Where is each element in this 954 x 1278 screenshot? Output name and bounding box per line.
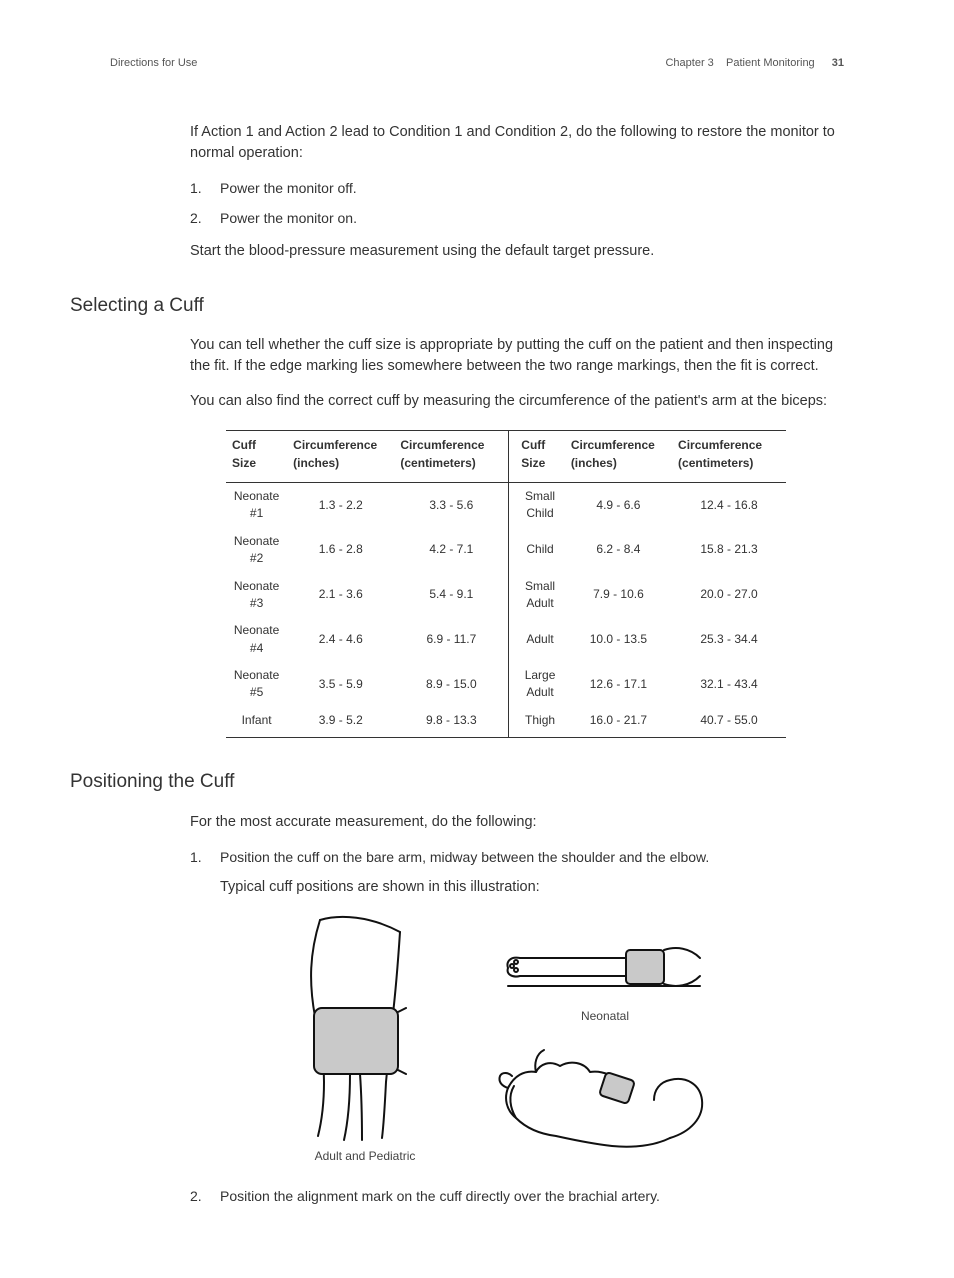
table-cell: 12.6 - 17.1 [565, 662, 672, 707]
table-cell: 5.4 - 9.1 [394, 573, 508, 618]
table-header-row: Cuff Size Circumference (inches) Circumf… [226, 431, 786, 483]
step-text: Power the monitor off. [220, 180, 357, 196]
positioning-p1: For the most accurate measurement, do th… [190, 812, 854, 833]
intro-paragraph: If Action 1 and Action 2 lead to Conditi… [190, 122, 854, 164]
adult-arm-icon [280, 912, 450, 1142]
caption-neonatal: Neonatal [581, 1008, 629, 1025]
table-cell: Small Adult [509, 573, 565, 618]
page-number: 31 [832, 57, 844, 69]
table-cell: Neonate #3 [226, 573, 287, 618]
table-cell: 16.0 - 21.7 [565, 707, 672, 738]
table-cell: 9.8 - 13.3 [394, 707, 508, 738]
table-cell: Child [509, 528, 565, 573]
chapter-label: Chapter 3 [665, 57, 713, 69]
positioning-heading: Positioning the Cuff [70, 768, 884, 796]
illus-neonatal-col: Neonatal [490, 912, 720, 1165]
table-cell: 4.2 - 7.1 [394, 528, 508, 573]
table-row: Neonate #11.3 - 2.23.3 - 5.6Small Child4… [226, 482, 786, 527]
table-cell: 4.9 - 6.6 [565, 482, 672, 527]
cuff-table-wrap: Cuff Size Circumference (inches) Circumf… [226, 430, 854, 738]
positioning-step-1: 1. Position the cuff on the bare arm, mi… [190, 847, 854, 1166]
page-header: Directions for Use Chapter 3 Patient Mon… [70, 56, 884, 72]
step-text: Power the monitor on. [220, 210, 357, 226]
table-cell: Small Child [509, 482, 565, 527]
th-cuff-size-2: Cuff Size [509, 431, 565, 483]
intro-closing: Start the blood-pressure measurement usi… [190, 241, 854, 262]
table-row: Neonate #32.1 - 3.65.4 - 9.1Small Adult7… [226, 573, 786, 618]
selecting-p2: You can also find the correct cuff by me… [190, 391, 854, 412]
step-number: 2. [190, 208, 202, 228]
neonatal-arm-icon [500, 912, 710, 1002]
step-number: 1. [190, 847, 202, 867]
table-cell: 3.3 - 5.6 [394, 482, 508, 527]
positioning-steps: 1. Position the cuff on the bare arm, mi… [190, 847, 854, 1206]
positioning-step-2: 2. Position the alignment mark on the cu… [190, 1186, 854, 1206]
table-cell: 8.9 - 15.0 [394, 662, 508, 707]
table-cell: 10.0 - 13.5 [565, 617, 672, 662]
header-right: Chapter 3 Patient Monitoring 31 [665, 56, 844, 72]
caption-adult: Adult and Pediatric [315, 1148, 416, 1165]
table-cell: 15.8 - 21.3 [672, 528, 786, 573]
step-text: Position the cuff on the bare arm, midwa… [220, 849, 709, 865]
chapter-title: Patient Monitoring [726, 57, 815, 69]
th-circ-in-1: Circumference (inches) [287, 431, 394, 483]
table-cell: 25.3 - 34.4 [672, 617, 786, 662]
table-cell: 1.3 - 2.2 [287, 482, 394, 527]
table-cell: 3.5 - 5.9 [287, 662, 394, 707]
table-cell: 7.9 - 10.6 [565, 573, 672, 618]
table-cell: 2.1 - 3.6 [287, 573, 394, 618]
table-row: Neonate #53.5 - 5.98.9 - 15.0Large Adult… [226, 662, 786, 707]
th-circ-in-2: Circumference (inches) [565, 431, 672, 483]
step-text: Position the alignment mark on the cuff … [220, 1188, 660, 1204]
table-cell: Neonate #2 [226, 528, 287, 573]
cuff-illustrations: Adult and Pediatric [280, 912, 854, 1165]
table-cell: 6.2 - 8.4 [565, 528, 672, 573]
cuff-table-body: Neonate #11.3 - 2.23.3 - 5.6Small Child4… [226, 482, 786, 737]
header-left: Directions for Use [110, 56, 197, 72]
neonatal-lying-icon [490, 1036, 720, 1166]
selecting-heading: Selecting a Cuff [70, 292, 884, 320]
step-number: 2. [190, 1186, 202, 1206]
intro-steps: 1. Power the monitor off. 2. Power the m… [190, 178, 854, 229]
table-cell: Large Adult [509, 662, 565, 707]
table-cell: 1.6 - 2.8 [287, 528, 394, 573]
cuff-table: Cuff Size Circumference (inches) Circumf… [226, 430, 786, 738]
table-cell: Adult [509, 617, 565, 662]
table-cell: Neonate #4 [226, 617, 287, 662]
illus-adult: Adult and Pediatric [280, 912, 450, 1165]
intro-step-1: 1. Power the monitor off. [190, 178, 854, 198]
table-cell: 40.7 - 55.0 [672, 707, 786, 738]
th-cuff-size-1: Cuff Size [226, 431, 287, 483]
table-cell: 12.4 - 16.8 [672, 482, 786, 527]
table-cell: Infant [226, 707, 287, 738]
step-subtext: Typical cuff positions are shown in this… [220, 877, 854, 898]
table-row: Neonate #42.4 - 4.66.9 - 11.7Adult10.0 -… [226, 617, 786, 662]
table-cell: 6.9 - 11.7 [394, 617, 508, 662]
table-row: Infant3.9 - 5.29.8 - 13.3Thigh16.0 - 21.… [226, 707, 786, 738]
table-cell: 2.4 - 4.6 [287, 617, 394, 662]
step-number: 1. [190, 178, 202, 198]
table-cell: Thigh [509, 707, 565, 738]
intro-step-2: 2. Power the monitor on. [190, 208, 854, 228]
table-cell: Neonate #5 [226, 662, 287, 707]
th-circ-cm-1: Circumference (centimeters) [394, 431, 508, 483]
table-cell: 32.1 - 43.4 [672, 662, 786, 707]
th-circ-cm-2: Circumference (centimeters) [672, 431, 786, 483]
table-cell: Neonate #1 [226, 482, 287, 527]
table-cell: 20.0 - 27.0 [672, 573, 786, 618]
selecting-p1: You can tell whether the cuff size is ap… [190, 335, 854, 377]
table-cell: 3.9 - 5.2 [287, 707, 394, 738]
table-row: Neonate #21.6 - 2.84.2 - 7.1Child6.2 - 8… [226, 528, 786, 573]
